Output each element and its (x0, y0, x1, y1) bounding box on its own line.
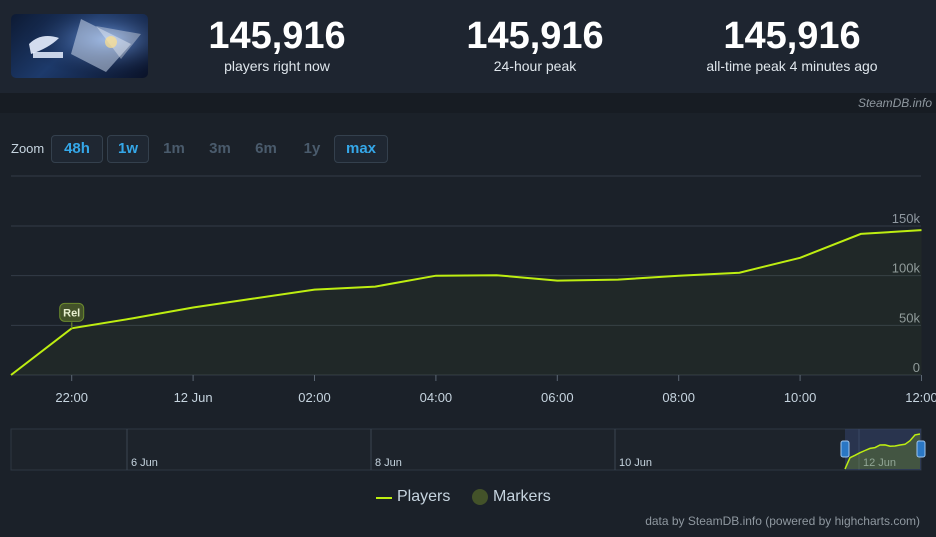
game-cover-art-icon[interactable] (11, 14, 148, 78)
navigator-handle-left[interactable] (840, 440, 850, 458)
steamdb-credit-link[interactable]: SteamDB.info (857, 96, 932, 110)
player-count-chart: 0 50k 100k 150k 22:00 12 Jun 02:00 04:00 06:00 0… (10, 175, 936, 471)
navigator-label: 8 Jun (375, 457, 402, 469)
zoom-max-button[interactable]: max (334, 135, 388, 163)
navigator-track (10, 428, 922, 471)
chart-navigator: 6 Jun 8 Jun 10 Jun 12 Jun (10, 428, 926, 471)
zoom-1y-button[interactable]: 1y (303, 140, 321, 157)
navigator-label: 10 Jun (619, 457, 652, 469)
header: 145,916 players right now 145,916 24-hou… (0, 0, 936, 93)
stat-24h-peak: 145,916 24-hour peak (415, 16, 655, 74)
x-tick-label: 22:00 (55, 390, 88, 405)
navigator-label: 6 Jun (131, 457, 158, 469)
x-tick-label: 12 Jun (174, 390, 213, 405)
zoom-1m-button[interactable]: 1m (163, 140, 185, 157)
y-tick-label: 100k (892, 261, 921, 276)
navigator-label: 12 Jun (863, 457, 896, 469)
credit-bar: SteamDB.info (0, 93, 936, 113)
y-tick-label: 150k (892, 211, 921, 226)
marker-badge (59, 302, 85, 322)
players-series-line (10, 229, 922, 376)
x-tick-label: 02:00 (298, 390, 331, 405)
chart-markers: Rel (59, 302, 85, 329)
stat-value: 145,916 (466, 15, 604, 57)
zoom-6m-button[interactable]: 6m (255, 140, 277, 157)
navigator-window (845, 429, 921, 470)
legend-label: Players (397, 488, 451, 505)
stat-label: all-time peak 4 minutes ago (706, 58, 878, 74)
stat-value: 145,916 (723, 15, 861, 57)
highcharts-credit[interactable]: data by SteamDB.info (powered by highcha… (645, 514, 920, 528)
legend-dot-symbol (472, 489, 488, 505)
zoom-label: Zoom (11, 141, 45, 156)
stat-players-now: 145,916 players right now (157, 16, 397, 74)
x-axis-tick-labels: 22:00 12 Jun 02:00 04:00 06:00 08:00 10:00 12:0… (55, 375, 936, 405)
x-tick-label: 06:00 (541, 390, 574, 405)
legend-line-symbol (376, 497, 392, 499)
navigator-handle-right[interactable] (916, 440, 926, 458)
x-tick-label: 12:00 (905, 390, 936, 405)
marker-label: Rel (63, 307, 80, 319)
chart-gridlines (11, 175, 921, 376)
legend-label: Markers (493, 488, 551, 505)
players-series-points (10, 230, 922, 376)
zoom-48h-button[interactable]: 48h (51, 135, 103, 163)
zoom-3m-button[interactable]: 3m (209, 140, 231, 157)
y-tick-label: 0 (913, 360, 920, 375)
x-tick-label: 04:00 (420, 390, 453, 405)
navigator-line (844, 433, 921, 470)
x-tick-label: 08:00 (662, 390, 695, 405)
x-tick-label: 10:00 (784, 390, 817, 405)
y-tick-label: 50k (899, 310, 920, 325)
stat-label: players right now (224, 58, 330, 74)
stat-all-time-peak: 145,916 all-time peak 4 minutes ago (672, 16, 912, 74)
stat-value: 145,916 (208, 15, 346, 57)
players-series-area (11, 230, 922, 375)
navigator-area (845, 434, 920, 469)
y-axis-tick-labels: 0 50k 100k 150k (892, 211, 921, 375)
zoom-1w-button[interactable]: 1w (107, 135, 149, 163)
stat-label: 24-hour peak (493, 58, 577, 74)
